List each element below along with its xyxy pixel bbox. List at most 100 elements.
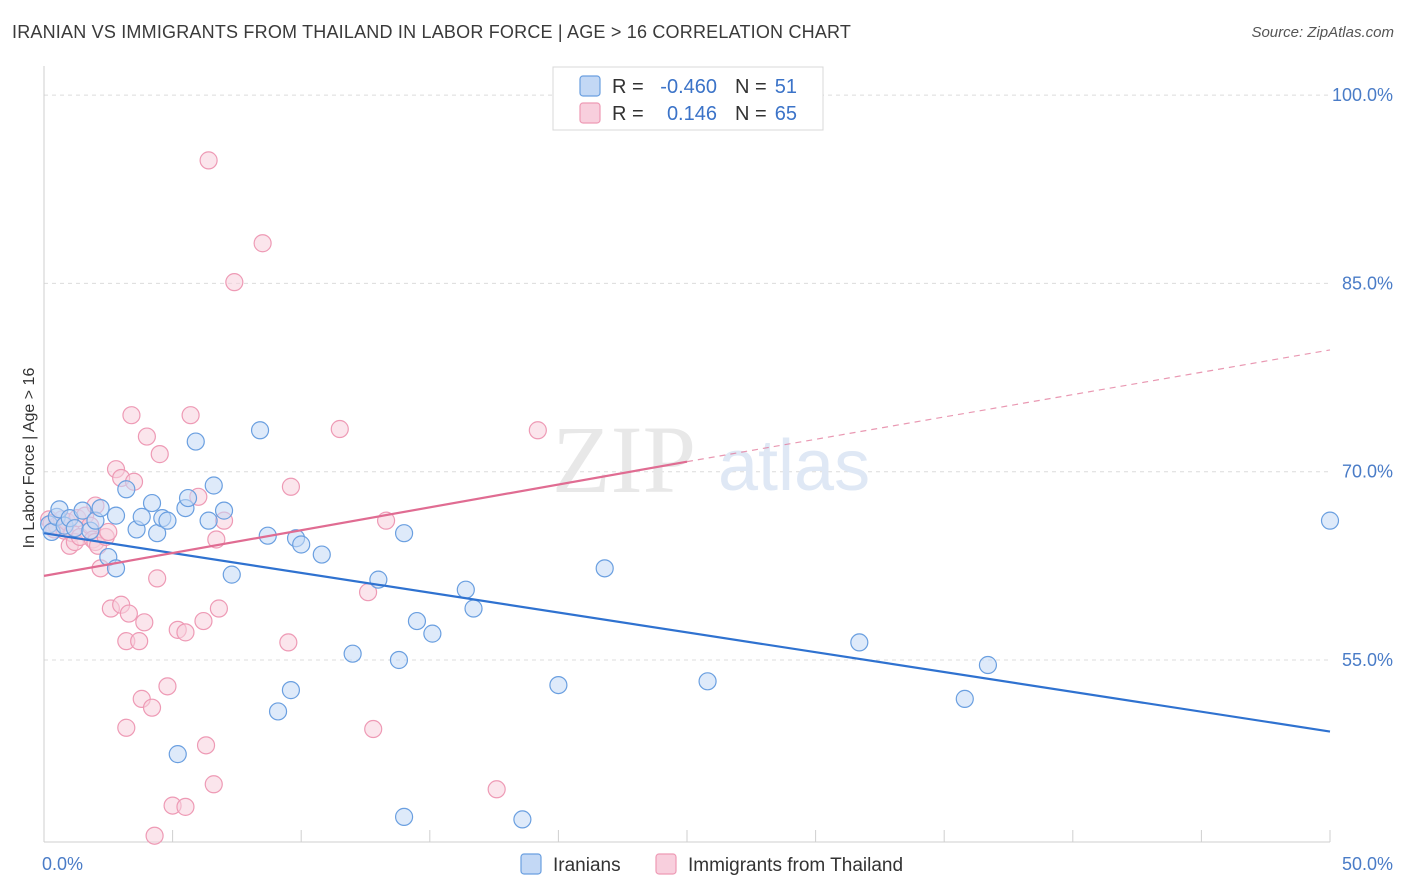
iranians-point-26 bbox=[204, 476, 223, 495]
legend-swatch-thailand bbox=[579, 102, 601, 124]
series-thailand-points bbox=[40, 86, 630, 845]
watermark-zip: ZIP bbox=[552, 406, 696, 513]
iranians-point-17 bbox=[142, 493, 162, 513]
iranians-point-16 bbox=[132, 507, 151, 526]
legend-r-label-thailand: R = bbox=[612, 103, 644, 125]
thailand-point-53 bbox=[253, 234, 272, 253]
legend-r-value-thailand: 0.146 bbox=[667, 103, 717, 125]
y-tick-label-1: 70.0% bbox=[1342, 462, 1393, 482]
thailand-point-37 bbox=[150, 445, 169, 464]
x-tick-label-1: 50.0% bbox=[1342, 854, 1393, 874]
iranians-point-51 bbox=[978, 655, 998, 675]
series-legend: Iranians Immigrants from Thailand bbox=[520, 853, 903, 876]
legend-r-value-iranians: -0.460 bbox=[660, 76, 717, 98]
y-tick-label-0: 55.0% bbox=[1342, 650, 1393, 670]
thailand-point-55 bbox=[281, 477, 301, 496]
iranians-point-41 bbox=[407, 611, 427, 631]
x-tick-label-0: 0.0% bbox=[42, 854, 83, 874]
thailand-point-58 bbox=[364, 719, 383, 739]
watermark: ZIP atlas bbox=[552, 406, 870, 513]
iranians-point-14 bbox=[117, 480, 136, 499]
iranians-point-36 bbox=[343, 644, 362, 663]
source-credit: Source: ZipAtlas.com bbox=[1251, 24, 1394, 41]
legend-n-value-thailand: 65 bbox=[775, 103, 797, 125]
thailand-point-46 bbox=[196, 736, 216, 755]
thailand-point-20 bbox=[99, 522, 118, 542]
iranians-point-28 bbox=[222, 565, 241, 584]
thailand-point-36 bbox=[148, 569, 167, 588]
thailand-point-34 bbox=[142, 698, 162, 717]
thailand-point-35 bbox=[145, 826, 164, 845]
bottom-label-thailand: Immigrants from Thailand bbox=[688, 855, 903, 876]
bottom-swatch-thailand bbox=[655, 853, 677, 875]
thailand-point-48 bbox=[204, 775, 223, 794]
thailand-point-26 bbox=[117, 718, 136, 737]
iranians-point-24 bbox=[186, 432, 205, 451]
thailand-point-41 bbox=[176, 797, 195, 816]
iranians-point-46 bbox=[549, 675, 568, 695]
thailand-point-61 bbox=[528, 421, 547, 440]
thailand-point-32 bbox=[135, 613, 154, 632]
iranians-point-49 bbox=[850, 633, 869, 652]
iranians-point-47 bbox=[595, 559, 614, 578]
iranians-point-35 bbox=[312, 545, 331, 564]
thailand-point-43 bbox=[181, 406, 200, 425]
iranians-point-38 bbox=[389, 650, 409, 670]
thailand-point-42 bbox=[176, 623, 195, 642]
trend-line-thailand bbox=[43, 460, 688, 577]
iranians-point-40 bbox=[394, 524, 414, 543]
iranians-point-45 bbox=[513, 810, 532, 829]
thailand-point-27 bbox=[119, 604, 138, 623]
axes bbox=[43, 66, 1331, 843]
thailand-point-54 bbox=[279, 633, 298, 652]
iranians-point-52 bbox=[1320, 511, 1340, 530]
legend-r-label-iranians: R = bbox=[612, 76, 644, 98]
iranians-point-48 bbox=[698, 672, 717, 691]
iranians-point-21 bbox=[168, 745, 187, 764]
trend-extension-thailand bbox=[686, 349, 1331, 463]
iranians-point-13 bbox=[106, 506, 126, 525]
thailand-point-47 bbox=[199, 151, 218, 170]
y-tick-label-2: 85.0% bbox=[1342, 273, 1393, 293]
thailand-point-30 bbox=[130, 632, 149, 651]
correlation-legend: R = -0.460 N = 51 R = 0.146 N = 65 bbox=[552, 66, 824, 131]
thailand-point-38 bbox=[158, 677, 177, 696]
iranians-point-25 bbox=[199, 511, 218, 530]
thailand-point-52 bbox=[225, 273, 244, 292]
iranians-point-39 bbox=[394, 807, 414, 826]
iranians-point-32 bbox=[281, 681, 301, 700]
legend-n-label-thailand: N = bbox=[735, 103, 767, 125]
bottom-swatch-iranians bbox=[520, 853, 542, 875]
bottom-label-iranians: Iranians bbox=[553, 855, 621, 876]
iranians-point-29 bbox=[250, 421, 270, 440]
y-tick-label-3: 100.0% bbox=[1332, 85, 1393, 105]
thailand-point-28 bbox=[122, 406, 141, 425]
iranians-point-42 bbox=[423, 624, 442, 643]
iranians-point-31 bbox=[268, 702, 288, 721]
iranians-point-27 bbox=[214, 501, 234, 520]
legend-swatch-iranians bbox=[579, 75, 601, 97]
watermark-atlas: atlas bbox=[718, 426, 870, 506]
iranians-point-7 bbox=[73, 501, 92, 520]
legend-n-label-iranians: N = bbox=[735, 76, 767, 98]
thailand-point-60 bbox=[487, 780, 506, 799]
iranians-point-50 bbox=[955, 689, 974, 708]
iranians-point-43 bbox=[456, 580, 475, 599]
thailand-point-45 bbox=[194, 611, 213, 631]
iranians-point-23 bbox=[178, 488, 198, 508]
iranians-point-34 bbox=[292, 535, 311, 554]
iranians-point-6 bbox=[65, 519, 84, 538]
iranians-point-20 bbox=[158, 511, 177, 530]
thailand-point-50 bbox=[209, 599, 228, 618]
trend-line-iranians bbox=[43, 532, 1331, 733]
thailand-point-56 bbox=[330, 419, 349, 439]
y-axis-label: In Labor Force | Age > 16 bbox=[21, 368, 38, 549]
iranians-point-44 bbox=[464, 599, 483, 618]
chart-title: IRANIAN VS IMMIGRANTS FROM THAILAND IN L… bbox=[12, 22, 852, 42]
tick-labels: 55.0% 70.0% 85.0% 100.0% 0.0% 50.0% bbox=[42, 85, 1393, 874]
iranians-point-10 bbox=[91, 498, 110, 518]
trend-lines bbox=[43, 349, 1331, 733]
legend-n-value-iranians: 51 bbox=[775, 76, 797, 98]
thailand-point-33 bbox=[137, 427, 156, 446]
